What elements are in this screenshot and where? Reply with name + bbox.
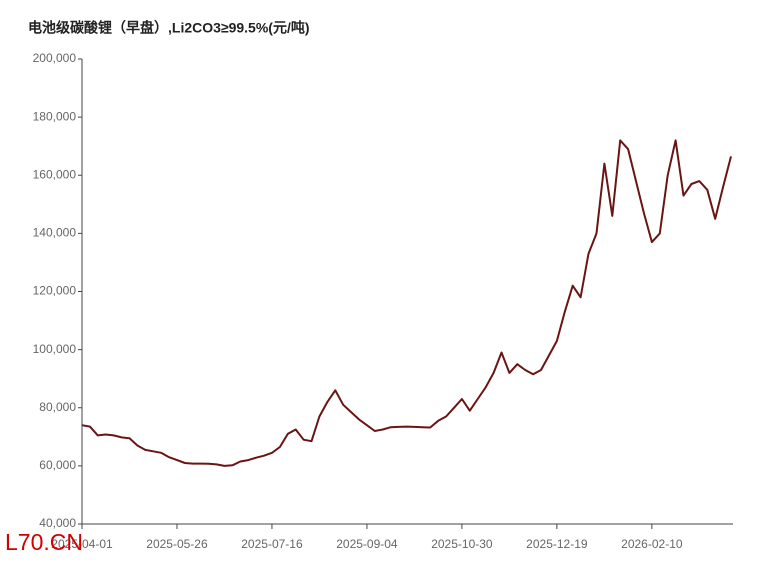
x-tick-label: 2025-07-16: [241, 537, 303, 551]
watermark: L70.CN: [5, 529, 83, 555]
y-tick-label: 100,000: [33, 342, 77, 356]
x-tick-label: 2026-02-10: [621, 537, 683, 551]
x-tick-label: 2025-10-30: [431, 537, 493, 551]
y-tick-label: 60,000: [39, 458, 76, 472]
x-tick-label: 2025-04-01: [51, 537, 113, 551]
series-line: [81, 139, 732, 467]
y-tick-label: 80,000: [39, 400, 76, 414]
x-tick-label: 2025-05-26: [146, 537, 208, 551]
y-tick-label: 120,000: [33, 284, 77, 298]
y-tick-label: 160,000: [33, 167, 77, 181]
y-tick-label: 40,000: [39, 516, 76, 530]
x-tick-label: 2025-12-19: [526, 537, 588, 551]
y-tick-label: 180,000: [33, 109, 77, 123]
x-tick-label: 2025-09-04: [336, 537, 398, 551]
y-tick-label: 200,000: [33, 51, 77, 65]
chart-title: 电池级碳酸锂（早盘）,Li2CO3≥99.5%(元/吨): [28, 20, 310, 36]
y-tick-label: 140,000: [33, 226, 77, 240]
